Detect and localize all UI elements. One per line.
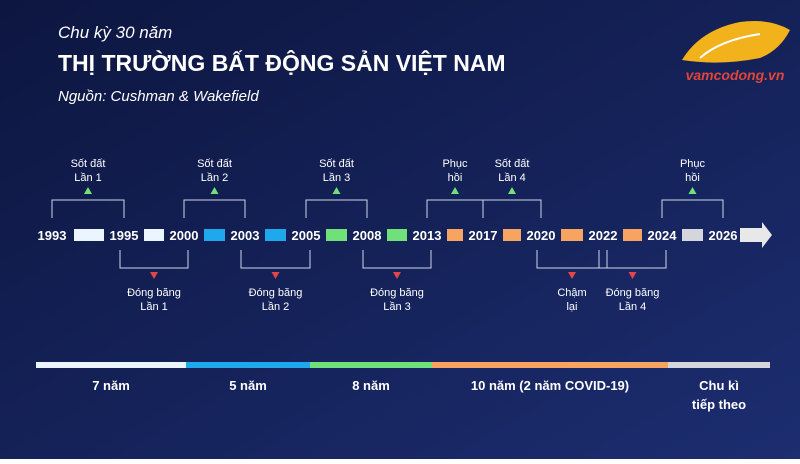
year-label: 2017 bbox=[469, 228, 498, 243]
year-label: 2022 bbox=[589, 228, 618, 243]
source: Nguồn: Cushman & Wakefield bbox=[58, 88, 259, 105]
timeline-bar bbox=[144, 229, 164, 241]
year-label: 1993 bbox=[38, 228, 67, 243]
down-marker bbox=[150, 272, 158, 279]
phase-label: tiếp theo bbox=[692, 397, 746, 412]
event-label: Lần 1 bbox=[140, 301, 168, 313]
event-label: hồi bbox=[685, 172, 700, 184]
up-marker bbox=[210, 187, 219, 194]
timeline-arrow bbox=[740, 222, 772, 248]
logo-stroke bbox=[699, 33, 761, 59]
bracket bbox=[183, 199, 246, 218]
year-label: 2000 bbox=[170, 228, 199, 243]
title: THỊ TRƯỜNG BẤT ĐỘNG SẢN VIỆT NAM bbox=[58, 48, 506, 76]
year-label: 2026 bbox=[709, 228, 738, 243]
timeline-bar bbox=[447, 229, 463, 241]
down-marker bbox=[628, 272, 637, 279]
event-label: Sốt đất bbox=[71, 158, 106, 170]
bracket bbox=[119, 250, 189, 269]
event-label: hồi bbox=[448, 172, 463, 184]
event-label: Lần 1 bbox=[74, 172, 102, 184]
year-label: 2003 bbox=[231, 228, 260, 243]
bracket bbox=[51, 199, 125, 218]
event-label: Lần 3 bbox=[383, 301, 411, 313]
year-label: 1995 bbox=[110, 228, 139, 243]
event-label: Phục bbox=[442, 158, 468, 170]
timeline-bar bbox=[74, 229, 104, 241]
year-label: 2008 bbox=[353, 228, 382, 243]
event-label: Sốt đất bbox=[197, 158, 232, 170]
year-label: 2024 bbox=[648, 228, 678, 243]
event-label: Chậm bbox=[557, 287, 586, 299]
phase-bar bbox=[310, 362, 432, 368]
bracket bbox=[482, 199, 542, 218]
phase-label: 8 năm bbox=[352, 378, 390, 393]
up-marker bbox=[508, 187, 516, 194]
down-marker bbox=[568, 272, 576, 279]
up-marker bbox=[332, 187, 341, 194]
up-marker bbox=[451, 187, 459, 194]
bracket bbox=[598, 250, 667, 269]
year-label: 2020 bbox=[527, 228, 556, 243]
phase-bar bbox=[36, 362, 186, 368]
down-marker bbox=[271, 272, 280, 279]
timeline-bar bbox=[561, 229, 583, 241]
phase-label: 10 năm (2 năm COVID-19) bbox=[471, 378, 629, 393]
year-label: 2013 bbox=[413, 228, 442, 243]
event-label: Lần 3 bbox=[323, 172, 351, 184]
bracket bbox=[305, 199, 368, 218]
bracket bbox=[362, 250, 432, 269]
phase-bar bbox=[186, 362, 310, 368]
down-marker bbox=[393, 272, 401, 279]
event-label: Đóng băng bbox=[370, 287, 424, 299]
event-label: Lần 2 bbox=[262, 301, 290, 313]
phase-label: 5 năm bbox=[229, 378, 267, 393]
phase-label: 7 năm bbox=[92, 378, 130, 393]
timeline-bar bbox=[387, 229, 407, 241]
event-label: Lần 4 bbox=[498, 172, 526, 184]
timeline-bar bbox=[326, 229, 347, 241]
bracket bbox=[661, 199, 724, 218]
phase-bar bbox=[668, 362, 770, 368]
event-label: Lần 2 bbox=[201, 172, 229, 184]
subtitle: Chu kỳ 30 năm bbox=[58, 23, 172, 42]
event-label: Phục bbox=[680, 158, 706, 170]
timeline-bar bbox=[204, 229, 225, 241]
event-label: Lần 4 bbox=[619, 301, 647, 313]
timeline-bar bbox=[265, 229, 286, 241]
bracket bbox=[536, 250, 608, 269]
timeline-bar bbox=[682, 229, 703, 241]
timeline-bar bbox=[503, 229, 521, 241]
event-label: lại bbox=[566, 301, 577, 313]
event-label: Đóng băng bbox=[606, 287, 660, 299]
up-marker bbox=[688, 187, 697, 194]
phase-bar bbox=[432, 362, 668, 368]
logo-text: vamcodong.vn bbox=[686, 67, 785, 83]
event-label: Đóng băng bbox=[127, 287, 181, 299]
year-label: 2005 bbox=[292, 228, 321, 243]
bracket bbox=[240, 250, 311, 269]
event-label: Sốt đất bbox=[319, 158, 354, 170]
up-marker bbox=[84, 187, 92, 194]
event-label: Sốt đất bbox=[495, 158, 530, 170]
timeline-bar bbox=[623, 229, 642, 241]
phase-label: Chu kì bbox=[699, 378, 739, 393]
event-label: Đóng băng bbox=[249, 287, 303, 299]
